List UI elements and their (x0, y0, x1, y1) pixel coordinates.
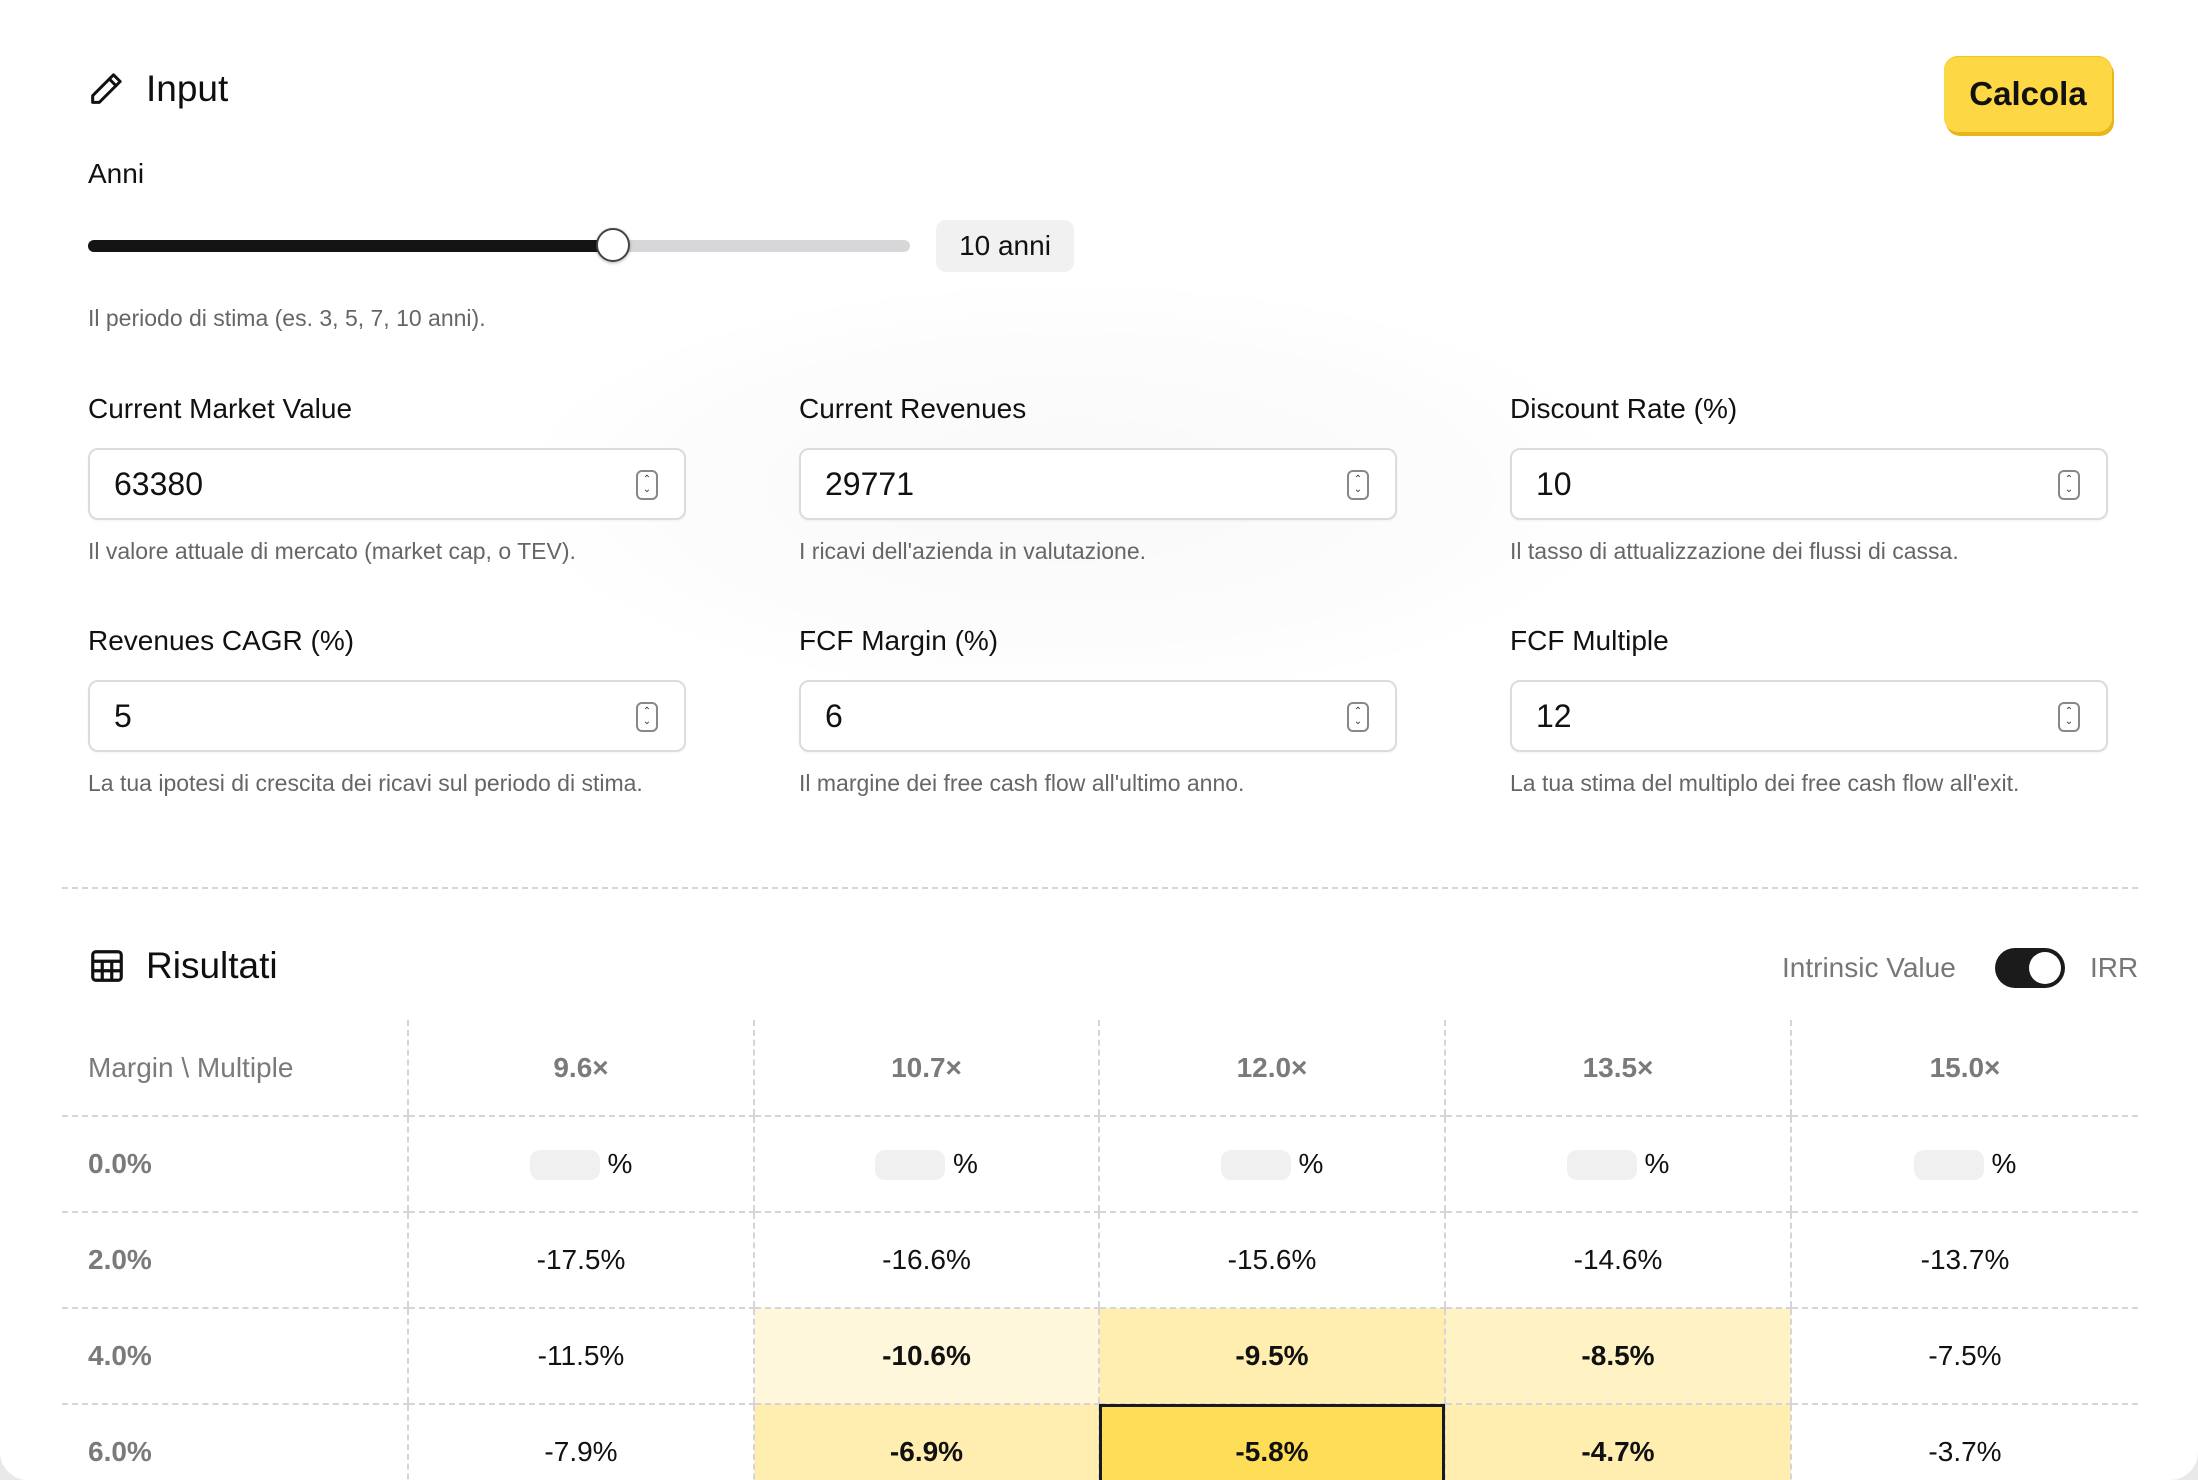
column-header: 13.5× (1444, 1020, 1791, 1117)
table-cell: -11.5% (407, 1308, 754, 1405)
fcf-multiple-label: FCF Multiple (1510, 625, 1669, 656)
fcf-multiple-input[interactable] (1536, 682, 2036, 750)
table-cell: -7.5% (1790, 1308, 2138, 1405)
table-cell: -9.5% (1098, 1308, 1445, 1405)
years-slider-track[interactable] (88, 240, 910, 252)
table-cell: % (1790, 1116, 2138, 1213)
table-cell: -15.6% (1098, 1212, 1445, 1309)
stepper-icon[interactable]: ⌃ ⌄ (636, 470, 658, 500)
results-section-header: Risultati (88, 945, 278, 987)
years-slider-thumb[interactable] (596, 228, 630, 262)
revenues-label: Current Revenues (799, 393, 1027, 424)
table-cell: % (1098, 1116, 1445, 1213)
fcf-margin-input[interactable] (825, 682, 1325, 750)
cell-value: % (953, 1147, 978, 1179)
cell-value: % (1644, 1147, 1670, 1179)
fcf-margin-help: Il margine dei free cash flow all'ultimo… (799, 770, 1245, 796)
table-row: 6.0% -7.9% -6.9% -5.8% -4.7% -3.7% (62, 1404, 2138, 1480)
table-cell: -17.5% (407, 1212, 754, 1309)
discount-rate-label: Discount Rate (%) (1510, 393, 1738, 424)
market-value-help: Il valore attuale di mercato (market cap… (88, 538, 576, 564)
loading-placeholder (1566, 1150, 1637, 1181)
row-header: 0.0% (62, 1116, 408, 1213)
table-cell: -6.9% (753, 1404, 1099, 1480)
table-cell: % (753, 1116, 1099, 1213)
discount-rate-field: ⌃⌄ (1510, 448, 2108, 520)
row-header: 2.0% (62, 1212, 408, 1309)
table-cell: -13.7% (1790, 1212, 2138, 1309)
table-row: 2.0% -17.5% -16.6% -15.6% -14.6% -13.7% (62, 1212, 2138, 1309)
table-cell: -3.7% (1790, 1404, 2138, 1480)
cagr-input[interactable] (114, 682, 614, 750)
cagr-field: ⌃⌄ (88, 680, 686, 752)
revenues-field: ⌃⌄ (799, 448, 1397, 520)
loading-placeholder (529, 1150, 600, 1181)
fcf-multiple-field: ⌃⌄ (1510, 680, 2108, 752)
intrinsic-irr-toggle[interactable] (1995, 948, 2065, 988)
sensitivity-table: Margin \ Multiple 9.6× 10.7× 12.0× 13.5×… (62, 1020, 2138, 1480)
revenues-input[interactable] (825, 450, 1325, 518)
discount-rate-help: Il tasso di attualizzazione dei flussi d… (1510, 538, 1959, 564)
table-cell: -8.5% (1444, 1308, 1791, 1405)
toggle-label-intrinsic-value[interactable]: Intrinsic Value (1782, 952, 1956, 983)
row-header: 6.0% (62, 1404, 408, 1480)
years-slider-fill (88, 240, 612, 252)
table-cell: % (407, 1116, 754, 1213)
table-cell: -16.6% (753, 1212, 1099, 1309)
market-value-label: Current Market Value (88, 393, 353, 424)
pencil-icon (86, 69, 126, 109)
years-label: Anni (88, 158, 145, 189)
results-section-title: Risultati (146, 945, 278, 986)
market-value-input[interactable] (114, 450, 614, 518)
stepper-icon[interactable]: ⌃ ⌄ (1347, 702, 1369, 732)
cell-value: % (1298, 1147, 1324, 1179)
years-help-text: Il periodo di stima (es. 3, 5, 7, 10 ann… (88, 305, 486, 331)
input-section-header: Input (86, 68, 228, 110)
fcf-multiple-help: La tua stima del multiplo dei free cash … (1510, 770, 2020, 796)
table-cell: -7.9% (407, 1404, 754, 1480)
toggle-knob (2029, 952, 2061, 984)
years-value-badge: 10 anni (936, 220, 1074, 272)
column-header: 10.7× (753, 1020, 1099, 1117)
toggle-label-irr[interactable]: IRR (2090, 952, 2139, 983)
section-divider (62, 887, 2138, 889)
stepper-icon[interactable]: ⌃ ⌄ (636, 702, 658, 732)
column-header: 15.0× (1790, 1020, 2138, 1117)
fcf-margin-field: ⌃⌄ (799, 680, 1397, 752)
table-icon (88, 947, 126, 985)
table-cell: -10.6% (753, 1308, 1099, 1405)
table-cell: -14.6% (1444, 1212, 1791, 1309)
table-row: 0.0% % % % % % (62, 1116, 2138, 1213)
cell-value: % (1991, 1147, 2017, 1179)
cagr-help: La tua ipotesi di crescita dei ricavi su… (88, 770, 643, 796)
discount-rate-input[interactable] (1536, 450, 2036, 518)
table-row: 4.0% -11.5% -10.6% -9.5% -8.5% -7.5% (62, 1308, 2138, 1405)
stepper-icon[interactable]: ⌃ ⌄ (2058, 470, 2080, 500)
cell-value: % (607, 1147, 633, 1179)
cagr-label: Revenues CAGR (%) (88, 625, 355, 656)
stepper-icon[interactable]: ⌃ ⌄ (1347, 470, 1369, 500)
table-corner-label: Margin \ Multiple (62, 1020, 408, 1117)
table-cell-current: -5.8% (1098, 1404, 1445, 1480)
table-header-row: Margin \ Multiple 9.6× 10.7× 12.0× 13.5×… (62, 1020, 2138, 1117)
calcola-button[interactable]: Calcola (1944, 56, 2112, 132)
row-header: 4.0% (62, 1308, 408, 1405)
table-cell: -4.7% (1444, 1404, 1791, 1480)
fcf-margin-label: FCF Margin (%) (799, 625, 999, 656)
loading-placeholder (875, 1150, 946, 1181)
input-section-title: Input (146, 68, 229, 109)
stepper-icon[interactable]: ⌃ ⌄ (2058, 702, 2080, 732)
loading-placeholder (1913, 1150, 1984, 1181)
loading-placeholder (1220, 1150, 1291, 1181)
column-header: 9.6× (407, 1020, 754, 1117)
table-cell: % (1444, 1116, 1791, 1213)
revenues-help: I ricavi dell'azienda in valutazione. (799, 538, 1147, 564)
column-header: 12.0× (1098, 1020, 1445, 1117)
market-value-field: ⌃⌄ (88, 448, 686, 520)
